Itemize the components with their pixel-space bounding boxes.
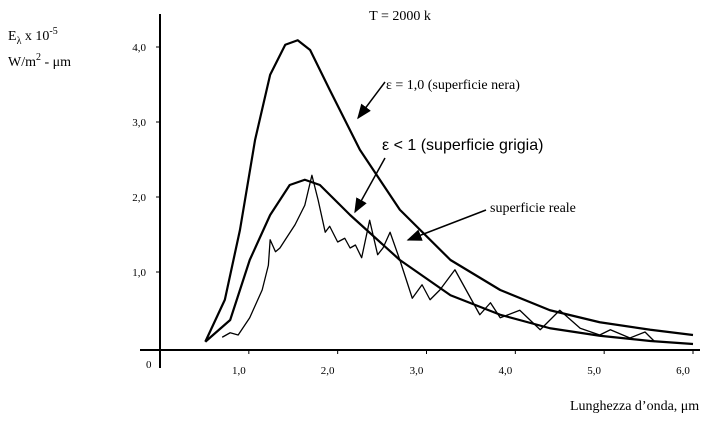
y-tick-label: 1,0: [132, 267, 146, 279]
origin-label: 0: [146, 359, 152, 371]
x-tick-label: 3,0: [410, 365, 424, 377]
arrow: [354, 157, 386, 214]
x-tick-label: 6,0: [676, 365, 690, 377]
x-tick-label: 5,0: [587, 365, 601, 377]
x-tick-label: 1,0: [232, 365, 246, 377]
x-axis-label: Lunghezza d’onda, μm: [570, 399, 699, 414]
series-line: [221, 174, 656, 343]
y-tick-label: 4,0: [132, 42, 146, 54]
x-tick-label: 4,0: [498, 365, 512, 377]
y-tick-label: 3,0: [132, 117, 146, 129]
arrow: [406, 209, 487, 241]
chart-title: T = 2000 k: [369, 9, 431, 24]
y-tick-label: 2,0: [132, 192, 146, 204]
series-label: superficie reale: [490, 201, 576, 216]
series-line: [204, 39, 694, 343]
y-axis-label: W/m2 - μm: [8, 52, 71, 70]
x-tick-label: 2,0: [321, 365, 335, 377]
series-label: ε = 1,0 (superficie nera): [386, 78, 520, 93]
series-line: [204, 178, 694, 346]
arrow: [357, 81, 386, 120]
series-label: ε < 1 (superficie grigia): [382, 137, 543, 154]
y-axis-label: Eλ x 10-5: [8, 26, 58, 47]
